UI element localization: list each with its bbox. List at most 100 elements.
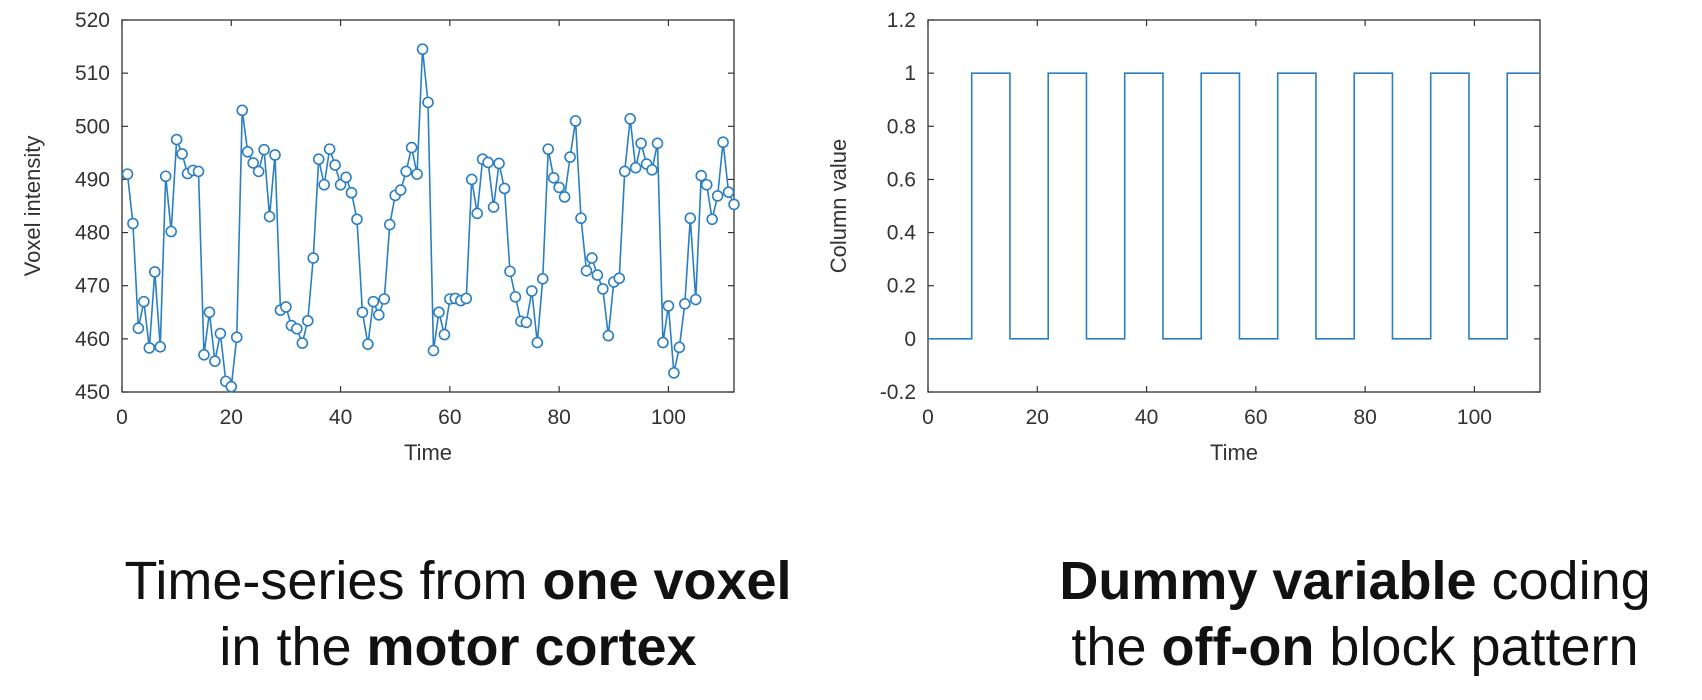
dummy-ytick-label: 1.2 [887,9,916,32]
voxel-data-point [591,269,604,281]
caption-right-bold-2: off-on [1161,617,1315,677]
dummy-xtick-label: 20 [1026,406,1049,429]
dummy-axes-box [927,19,1541,393]
voxel-data-point [684,212,697,225]
voxel-data-point [498,182,511,195]
voxel-data-point [695,169,708,182]
voxel-data-point [323,143,336,155]
voxel-ytick-label: 490 [75,168,110,191]
voxel-data-point [209,355,221,367]
dummy-ytick-label: 0.4 [887,222,917,245]
voxel-data-point [416,43,429,56]
voxel-data-point [558,191,571,203]
caption-left-text-2: in the [219,617,367,677]
voxel-xtick-label: 100 [651,406,686,429]
voxel-data-point [624,113,636,125]
voxel-data-point [700,178,713,191]
voxel-data-point [673,341,686,354]
voxel-data-point [597,283,609,295]
caption-left-bold-2: motor cortex [366,617,697,677]
dummy-xtick-label: 0 [922,406,934,429]
voxel-data-point [657,336,669,349]
voxel-data-point [542,143,555,155]
caption-right-line1: Dummy variable coding [975,548,1702,614]
voxel-data-point [373,309,385,321]
voxel-data-point [198,348,210,361]
voxel-data-point [165,225,177,238]
voxel-data-point [127,217,139,230]
caption-left-bold-1: one voxel [542,551,792,611]
voxel-data-point [236,104,249,117]
voxel-data-point [203,306,216,319]
voxel-xtick-label: 20 [220,406,243,429]
caption-left: Time-series from one voxel in the motor … [78,548,838,680]
voxel-data-point [493,157,505,170]
voxel-data-point [427,344,440,357]
caption-right-text-2: the [1071,617,1162,677]
dummy-xtick-label: 80 [1353,406,1376,429]
dummy-ylabel: Column value [826,139,851,274]
voxel-data-point [143,342,156,354]
voxel-data-point [586,252,598,264]
voxel-ytick-label: 470 [75,275,110,298]
voxel-data-point [258,143,270,156]
voxel-data-point [580,265,593,277]
voxel-data-point [728,198,740,211]
voxel-data-point [411,168,423,180]
voxel-data-point [679,297,691,310]
voxel-data-point [340,171,352,184]
caption-left-text-1: Time-series from [124,551,543,611]
voxel-data-point [291,322,303,335]
voxel-ytick-label: 450 [75,381,110,404]
voxel-data-point [646,164,658,176]
voxel-data-point [252,165,265,178]
voxel-data-point [509,291,522,303]
voxel-data-point [564,151,576,163]
voxel-data-point [504,265,516,278]
caption-right-line2: the off-on block pattern [975,614,1702,680]
voxel-data-point [329,159,341,171]
voxel-ytick-label: 500 [75,115,110,138]
voxel-data-point [465,173,478,186]
dummy-series-line [928,72,1540,340]
voxel-data-point [482,156,494,169]
voxel-data-point [214,327,227,340]
voxel-data-point [148,266,161,278]
dummy-xlabel: Time [1210,440,1258,465]
voxel-data-point [629,161,642,174]
voxel-data-point [575,212,587,225]
voxel-data-point [460,292,473,305]
voxel-data-point [318,178,330,191]
voxel-xtick-label: 0 [116,406,128,429]
voxel-data-point [618,165,631,178]
voxel-data-point [345,186,358,199]
voxel-data-point [438,328,451,341]
voxel-data-point [176,148,188,160]
voxel-data-point [154,341,167,353]
voxel-data-point [722,186,735,198]
voxel-data-point [307,252,320,264]
caption-left-line2: in the motor cortex [78,614,838,680]
caption-right-text-1: coding [1476,551,1651,611]
voxel-data-point [553,181,565,194]
voxel-data-point [192,165,205,178]
voxel-data-point [247,157,259,169]
voxel-data-point [602,329,615,342]
dummy-ytick-label: 0.6 [887,168,916,191]
voxel-ytick-label: 460 [75,328,110,351]
voxel-data-point [269,149,281,161]
voxel-data-point [312,153,325,166]
dummy-xtick-label: 40 [1135,406,1158,429]
voxel-data-point [367,295,380,308]
voxel-ytick-label: 520 [75,9,110,32]
voxel-data-point [536,273,549,285]
voxel-data-point [613,272,626,285]
voxel-data-point [547,172,560,184]
voxel-data-point [405,141,418,154]
voxel-data-point [121,168,134,180]
voxel-data-point [383,218,396,231]
caption-left-line1: Time-series from one voxel [78,548,838,614]
voxel-axes-box [121,19,735,393]
voxel-data-point [662,300,675,312]
voxel-data-point [159,170,172,183]
